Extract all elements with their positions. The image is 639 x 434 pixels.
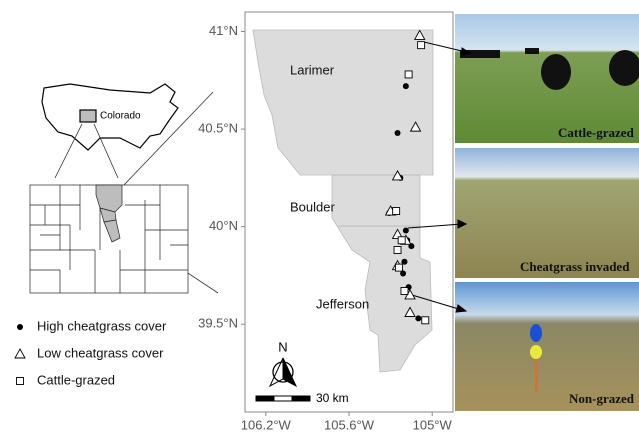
y-tick-label: 40°N xyxy=(209,218,238,233)
site-marker xyxy=(404,70,413,79)
scale-bar xyxy=(255,395,311,402)
site-marker xyxy=(402,227,409,234)
site-marker xyxy=(404,306,416,317)
y-tick-label: 40.5°N xyxy=(198,121,238,136)
colorado-counties xyxy=(29,184,189,294)
county-label: Larimer xyxy=(290,62,335,77)
site-marker xyxy=(421,316,430,325)
legend-label: Low cheatgrass cover xyxy=(37,345,164,360)
legend-marker xyxy=(17,324,23,330)
state-label: Colorado xyxy=(100,111,141,122)
photo xyxy=(455,282,639,411)
y-tick-label: 41°N xyxy=(209,23,238,38)
north-label: N xyxy=(278,339,287,354)
legend-label: High cheatgrass cover xyxy=(37,318,167,333)
photo-label: Cattle-grazed xyxy=(558,125,635,140)
county-area xyxy=(252,29,434,373)
y-tick-label: 39.5°N xyxy=(198,316,238,331)
site-marker xyxy=(394,129,401,136)
us-inset xyxy=(41,83,179,151)
x-tick-label: 105°W xyxy=(413,417,453,432)
cattle-figures xyxy=(460,48,639,90)
site-marker xyxy=(397,236,406,245)
scale-label: 30 km xyxy=(316,391,349,405)
site-marker xyxy=(415,315,422,322)
photo-label: Non-grazed xyxy=(569,391,635,406)
marker-post xyxy=(530,324,542,392)
site-marker xyxy=(394,263,403,272)
site-marker xyxy=(400,270,407,277)
site-marker xyxy=(391,228,404,239)
site-marker xyxy=(392,207,401,215)
legend-marker xyxy=(14,348,26,359)
site-marker xyxy=(400,287,409,295)
photo-arrows xyxy=(407,41,472,313)
site-marker xyxy=(401,258,408,265)
legend-label: Cattle-grazed xyxy=(37,372,115,387)
x-tick-label: 106.2°W xyxy=(241,417,292,432)
x-tick-label: 105.6°W xyxy=(324,417,375,432)
county-border xyxy=(332,174,420,227)
site-marker xyxy=(413,29,426,40)
north-arrow xyxy=(268,357,298,388)
county-label: Boulder xyxy=(290,199,335,214)
site-marker xyxy=(402,83,409,90)
photo xyxy=(455,148,639,278)
site-marker xyxy=(417,41,426,50)
site-marker xyxy=(393,246,402,254)
county-label: Jefferson xyxy=(316,296,369,311)
inset-arrows xyxy=(54,91,219,294)
legend-marker xyxy=(16,377,24,385)
site-marker xyxy=(409,121,422,132)
photo-label: Cheatgrass invaded xyxy=(520,259,630,274)
site-marker xyxy=(391,169,404,181)
